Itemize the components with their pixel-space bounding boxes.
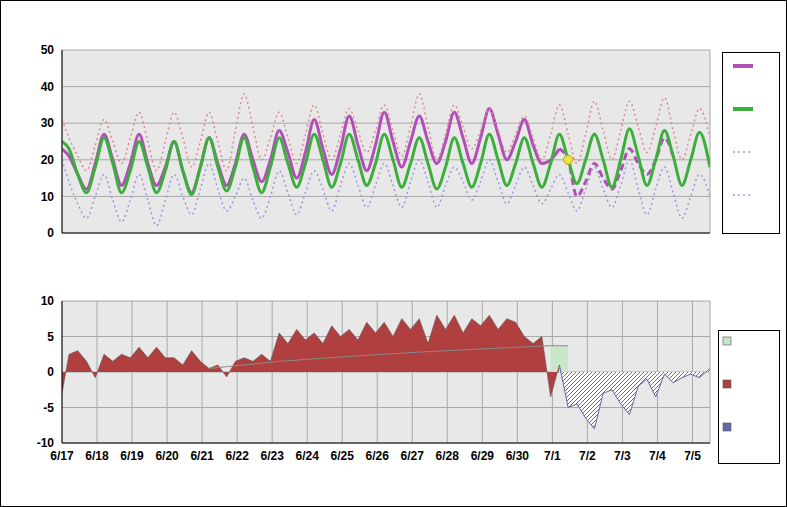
svg-text:7/2: 7/2	[579, 449, 596, 463]
svg-text:5: 5	[47, 330, 54, 344]
svg-text:6/27: 6/27	[401, 449, 425, 463]
svg-text:0: 0	[47, 226, 54, 240]
svg-text:6/24: 6/24	[296, 449, 320, 463]
svg-text:10: 10	[41, 294, 55, 308]
svg-text:7/1: 7/1	[544, 449, 561, 463]
svg-text:6/28: 6/28	[436, 449, 460, 463]
svg-text:20: 20	[41, 153, 55, 167]
svg-text:10: 10	[41, 190, 55, 204]
svg-text:0: 0	[47, 365, 54, 379]
svg-text:6/18: 6/18	[85, 449, 109, 463]
svg-text:-5: -5	[43, 401, 54, 415]
svg-text:7/5: 7/5	[684, 449, 701, 463]
svg-text:40: 40	[41, 80, 55, 94]
svg-text:6/29: 6/29	[471, 449, 495, 463]
svg-text:6/25: 6/25	[331, 449, 355, 463]
svg-text:6/17: 6/17	[50, 449, 74, 463]
svg-text:6/23: 6/23	[260, 449, 284, 463]
svg-text:50: 50	[41, 43, 55, 57]
svg-text:6/22: 6/22	[225, 449, 249, 463]
svg-text:7/3: 7/3	[614, 449, 631, 463]
svg-text:-10: -10	[37, 436, 55, 450]
svg-text:6/26: 6/26	[366, 449, 390, 463]
svg-text:30: 30	[41, 116, 55, 130]
svg-text:6/30: 6/30	[506, 449, 530, 463]
svg-text:7/4: 7/4	[649, 449, 666, 463]
svg-text:6/20: 6/20	[155, 449, 179, 463]
svg-text:6/21: 6/21	[190, 449, 214, 463]
svg-text:6/19: 6/19	[120, 449, 144, 463]
